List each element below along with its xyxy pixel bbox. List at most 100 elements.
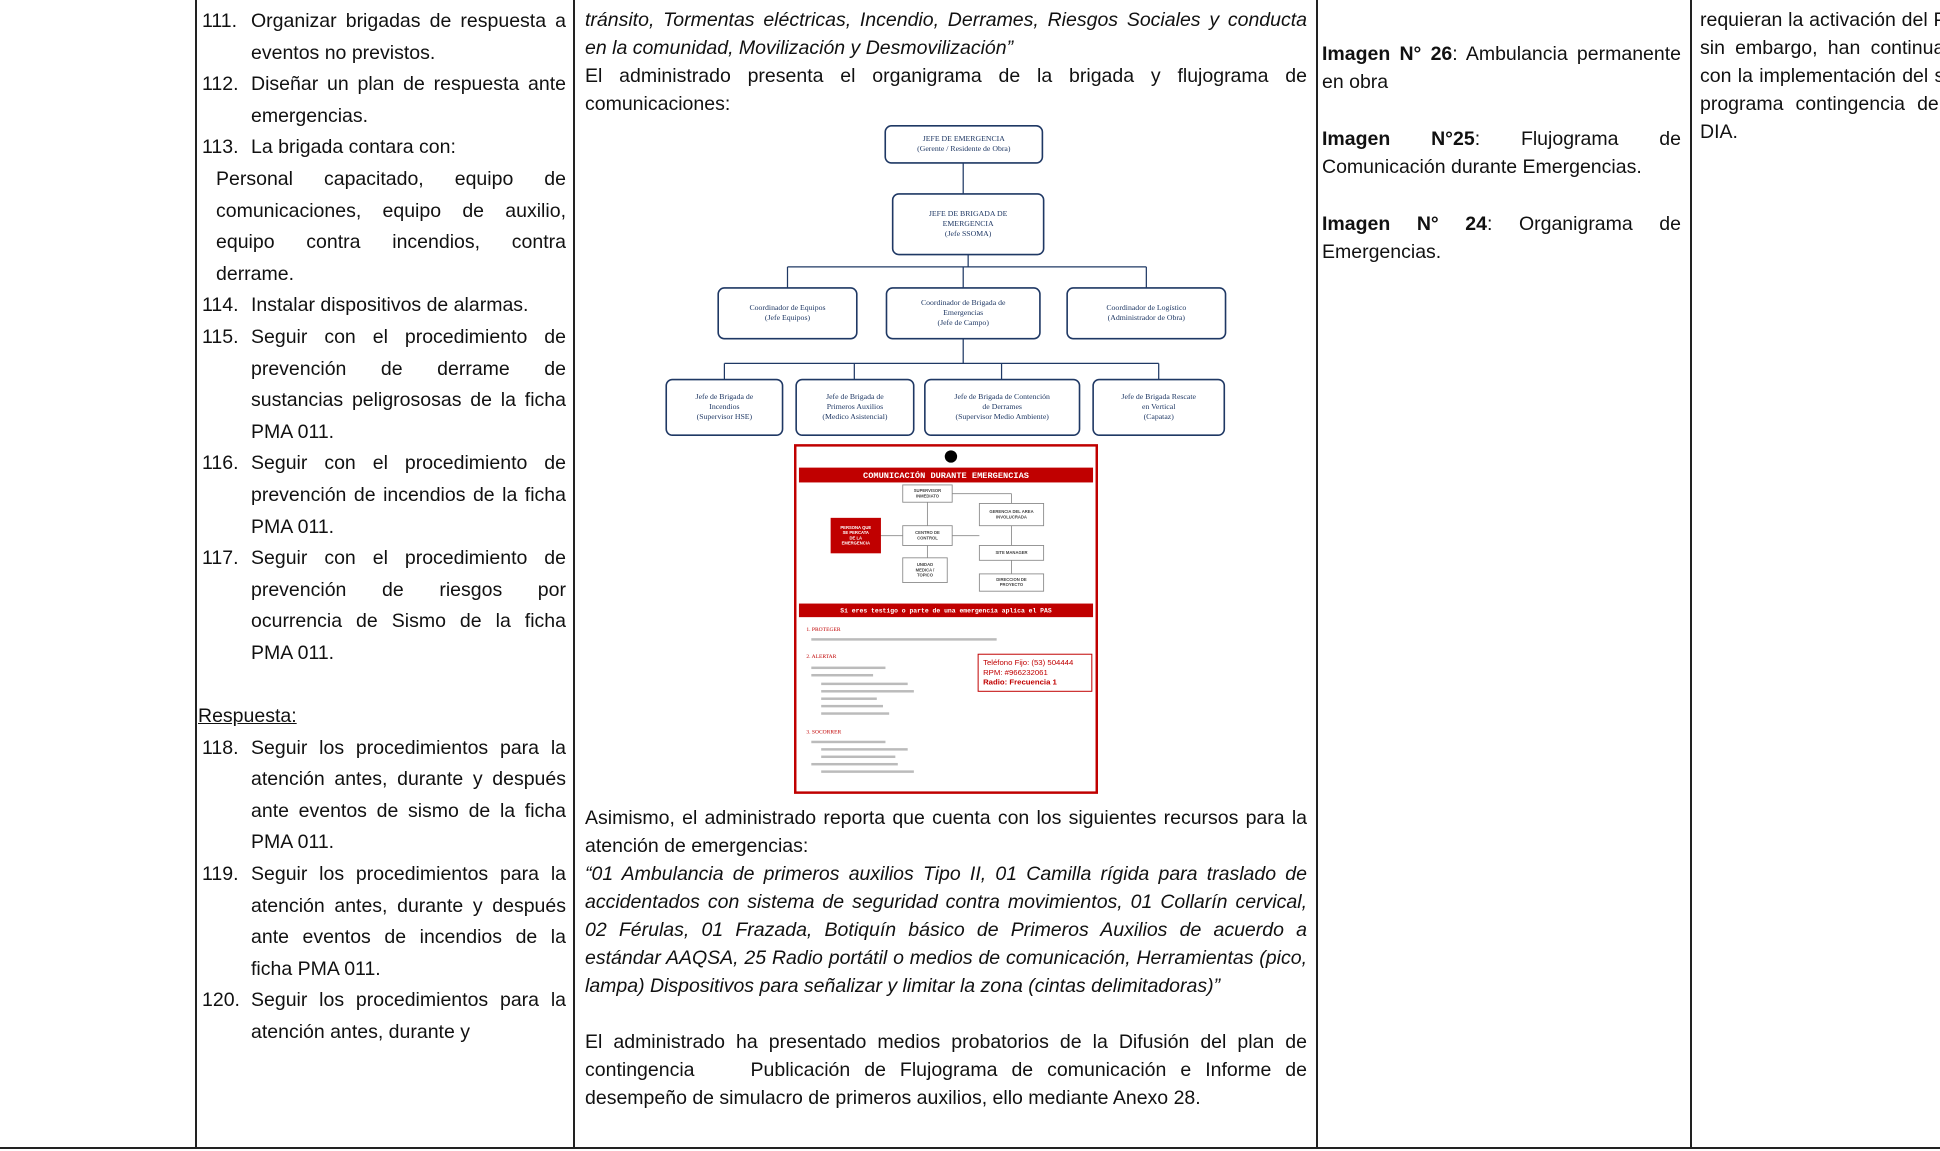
box-label: Jefe de Brigada de [826, 392, 884, 401]
illegible-line [811, 673, 874, 677]
contact-line: Radio: Frecuencia 1 [983, 678, 1057, 687]
illegible-line [821, 770, 914, 773]
contact-line: Teléfono Fijo: (53) 504444 [983, 658, 1074, 667]
box-label: (Jefe SSOMA) [944, 229, 991, 238]
note: Personal capacitado, equipo de comunicac… [216, 167, 566, 285]
box-label: EMERGENCIA [942, 219, 993, 228]
item-number: 116. [202, 452, 239, 475]
box-label: Coordinador de Logístico [1106, 303, 1186, 312]
org-box [1091, 378, 1225, 436]
illegible-line [811, 666, 886, 670]
flow-box [902, 557, 948, 583]
caption-label: Imagen N°25 [1322, 127, 1475, 150]
paragraph: Asimismo, el administrado reporta que cu… [585, 807, 1307, 857]
box-label: (Capataz) [1143, 412, 1174, 421]
flow-box [902, 484, 953, 503]
org-box [1065, 287, 1226, 340]
illegible-line [811, 638, 997, 641]
item-number: 117. [202, 547, 239, 570]
org-box [794, 378, 915, 436]
box-label: JEFE DE BRIGADA DE [928, 209, 1007, 218]
box-label: SUPERVISOR [914, 488, 941, 493]
box-label: Coordinador de Equipos [749, 303, 825, 312]
item-number: 112. [202, 73, 239, 96]
contact-box [977, 653, 1093, 692]
list-item: 113. La brigada contara con: [198, 132, 566, 164]
flow-box [978, 545, 1045, 561]
item-text: Seguir los procedimientos para la atenci… [251, 989, 566, 1043]
flow-box [830, 517, 881, 554]
box-label: CONTROL [917, 535, 938, 540]
item-number: 113. [202, 136, 239, 159]
box-label: CENTRO DE [915, 530, 940, 535]
item-text: Organizar brigadas de respuesta a evento… [251, 10, 566, 64]
list-item: 116. Seguir con el procedimiento de preve… [198, 448, 566, 543]
item-text: Seguir los procedimientos para la atenci… [251, 863, 566, 980]
item-text: Seguir los procedimientos para la atenci… [251, 736, 566, 854]
blank-line [585, 1000, 1307, 1028]
box-label: SE PERCATA [843, 530, 869, 535]
dot [944, 450, 958, 463]
box-label: (Jefe Equipos) [764, 313, 810, 322]
flow-box [978, 573, 1045, 592]
illegible-line [821, 712, 890, 715]
image-caption: Imagen N° 26: Ambulancia permanente en o… [1322, 40, 1681, 97]
illegible-line [811, 762, 898, 766]
box-label: EMERGENCIA [842, 540, 870, 545]
box-label: (Supervisor HSE) [696, 412, 752, 421]
list-item: 115. Seguir con el procedimiento de preve… [198, 322, 566, 448]
caption-label: Imagen N° 26 [1322, 43, 1453, 65]
image-caption: Imagen N° 24: Organigrama de Emergencias… [1322, 210, 1681, 267]
box-label: GERENCIA DEL AREA [989, 509, 1033, 514]
box-label: INMEDIATO [916, 493, 940, 498]
illegible-line [821, 697, 877, 700]
column-border [1690, 0, 1692, 1149]
title-bar [798, 467, 1094, 483]
item-text: Diseñar un plan de respuesta ante emerge… [251, 73, 566, 127]
caption-text: : Ambulancia permanente en obra [1322, 43, 1681, 94]
observation-cell: requieran la activación del PC, sin emba… [1700, 9, 1940, 143]
item-number: 118. [202, 736, 239, 759]
item-text: Seguir con el procedimiento de prevenció… [251, 325, 566, 443]
flowchart: COMUNICACIÓN DURANTE EMERGENCIAS SUPERVIS… [794, 444, 1098, 794]
organigram: JEFE DE EMERGENCIA(Gerente / Residente d… [664, 125, 1226, 436]
org-box [664, 378, 783, 436]
list-item: 114. Instalar dispositivos de alarmas. [198, 290, 566, 322]
item-text: La brigada contara con: [251, 136, 456, 159]
box-label: Jefe de Brigada de [695, 392, 753, 401]
box-label: Jefe de Brigada Rescate [1121, 392, 1196, 401]
box-label: MEDICA / [916, 567, 936, 572]
measures-cell: 111. Organizar brigadas de respuesta a ev… [196, 0, 573, 1049]
item-number: 120. [202, 989, 240, 1012]
flow-box [978, 503, 1045, 527]
box-label: de Derrames [982, 402, 1022, 411]
illegible-line [821, 755, 896, 759]
image-caption: Imagen N°25: Flujograma de Comunicación … [1322, 125, 1681, 182]
box-label: Jefe de Brigada de Contención [954, 392, 1050, 401]
paragraph: tránsito, Tormentas eléctricas, Incendio… [585, 9, 1307, 59]
item-text: Instalar dispositivos de alarmas. [251, 294, 529, 317]
box-label: Emergencias [943, 308, 983, 317]
banner-bar [798, 603, 1094, 618]
column-border [573, 0, 575, 1149]
item-number: 111. [202, 10, 238, 32]
box-label: DIRECCION DE [996, 577, 1027, 582]
column-border [195, 0, 197, 1149]
org-box [716, 287, 858, 340]
evaluation-cell: tránsito, Tormentas eléctricas, Incendio… [574, 0, 1316, 1112]
caption-text: : Organigrama de Emergencias. [1322, 212, 1681, 264]
list-item: 120. Seguir los procedimientos para la at… [198, 985, 566, 1048]
caption-label: Imagen N° 24 [1322, 212, 1487, 235]
org-box [883, 125, 1043, 164]
box-label: TOPICO [917, 572, 934, 577]
box-label: Primeros Auxilios [826, 402, 882, 411]
illegible-line [821, 748, 908, 751]
frame [794, 444, 1098, 794]
list-item: 118. Seguir los procedimientos para la at… [198, 733, 566, 859]
item-text: Seguir con el procedimiento de prevenció… [251, 547, 566, 664]
row-border [0, 1147, 1940, 1149]
box-label: (Medico Asistencial) [822, 412, 887, 421]
item-number: 114. [202, 294, 239, 317]
step-heading: 3. SOCORRER [806, 729, 841, 735]
